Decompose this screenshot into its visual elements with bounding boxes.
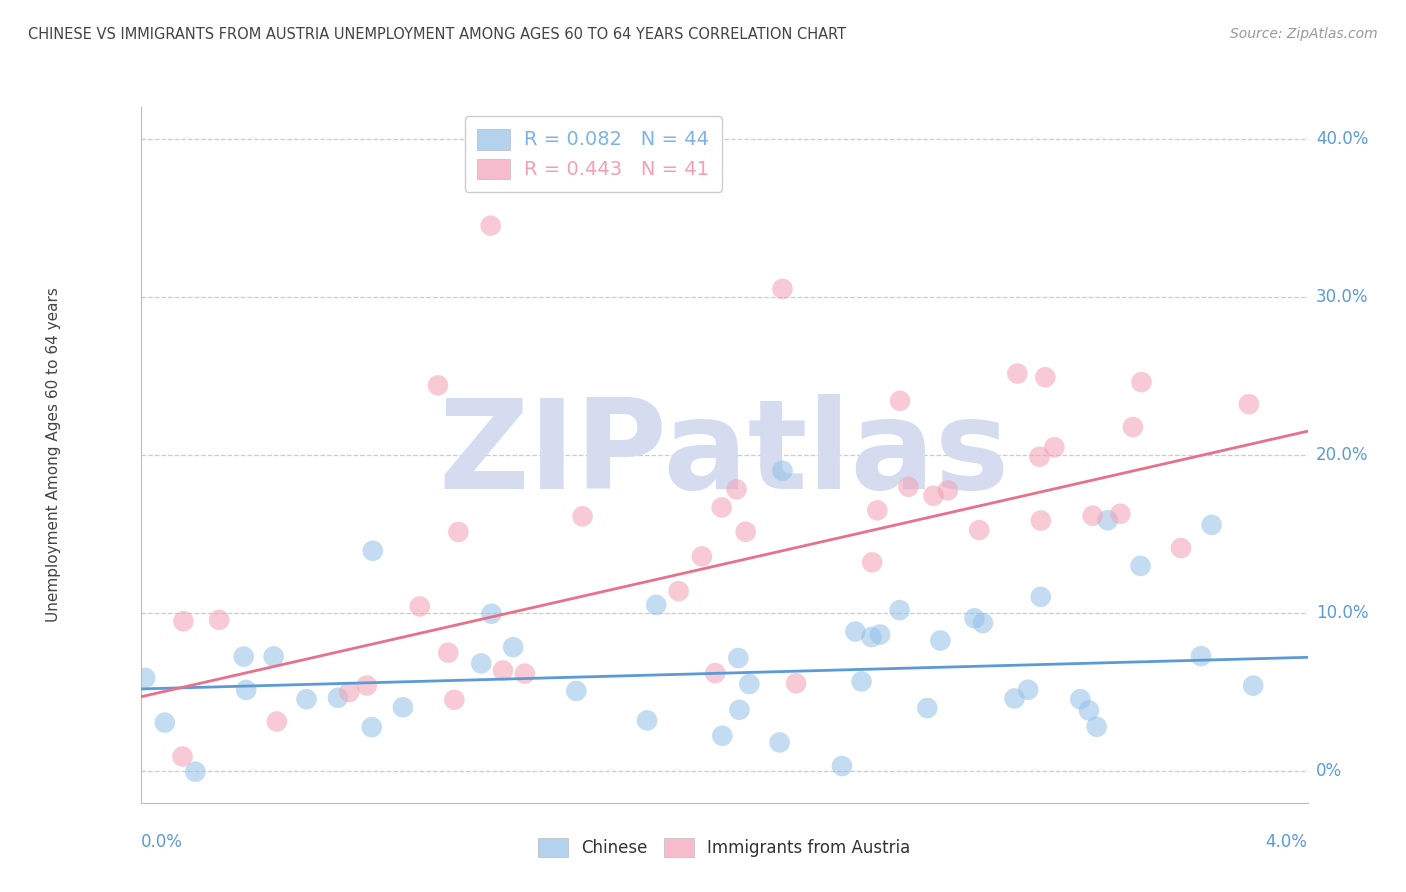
Point bbox=[922, 489, 945, 503]
Point bbox=[208, 613, 231, 627]
Text: Unemployment Among Ages 60 to 64 years: Unemployment Among Ages 60 to 64 years bbox=[45, 287, 60, 623]
Point bbox=[1170, 541, 1192, 555]
Point bbox=[513, 666, 536, 681]
Point bbox=[1085, 720, 1108, 734]
Point bbox=[831, 759, 853, 773]
Point bbox=[1007, 367, 1029, 381]
Point bbox=[1004, 691, 1026, 706]
Point bbox=[1189, 649, 1212, 664]
Point bbox=[963, 611, 986, 625]
Text: Source: ZipAtlas.com: Source: ZipAtlas.com bbox=[1230, 27, 1378, 41]
Point bbox=[1081, 508, 1104, 523]
Point bbox=[860, 630, 883, 644]
Point bbox=[409, 599, 432, 614]
Point bbox=[1028, 450, 1050, 464]
Text: 30.0%: 30.0% bbox=[1316, 288, 1368, 306]
Point bbox=[917, 701, 939, 715]
Point bbox=[1069, 692, 1091, 706]
Point bbox=[1029, 514, 1052, 528]
Point bbox=[361, 543, 384, 558]
Legend: Chinese, Immigrants from Austria: Chinese, Immigrants from Austria bbox=[531, 831, 917, 864]
Point bbox=[1109, 507, 1132, 521]
Point bbox=[645, 598, 668, 612]
Point bbox=[481, 607, 503, 621]
Point bbox=[844, 624, 866, 639]
Point bbox=[728, 703, 751, 717]
Point bbox=[710, 500, 733, 515]
Point bbox=[866, 503, 889, 517]
Point bbox=[889, 393, 911, 408]
Point bbox=[936, 483, 959, 498]
Point bbox=[565, 684, 588, 698]
Point bbox=[668, 584, 690, 599]
Point bbox=[172, 749, 194, 764]
Text: ZIPatlas: ZIPatlas bbox=[439, 394, 1010, 516]
Point bbox=[711, 729, 734, 743]
Point bbox=[972, 615, 994, 630]
Point bbox=[768, 735, 790, 749]
Point bbox=[785, 676, 807, 690]
Point bbox=[704, 666, 727, 681]
Point bbox=[1017, 682, 1039, 697]
Point bbox=[470, 657, 492, 671]
Point bbox=[392, 700, 415, 714]
Point bbox=[727, 651, 749, 665]
Text: 4.0%: 4.0% bbox=[1265, 833, 1308, 851]
Point bbox=[295, 692, 318, 706]
Point bbox=[1122, 420, 1144, 434]
Point bbox=[437, 646, 460, 660]
Point bbox=[232, 649, 254, 664]
Point bbox=[134, 671, 156, 685]
Point bbox=[738, 677, 761, 691]
Point bbox=[571, 509, 593, 524]
Point bbox=[502, 640, 524, 654]
Text: 40.0%: 40.0% bbox=[1316, 129, 1368, 148]
Point bbox=[1097, 513, 1119, 527]
Point bbox=[153, 715, 176, 730]
Point bbox=[1241, 679, 1264, 693]
Text: 0.0%: 0.0% bbox=[141, 833, 183, 851]
Point bbox=[447, 524, 470, 539]
Point bbox=[1130, 375, 1153, 389]
Point bbox=[235, 682, 257, 697]
Point bbox=[172, 614, 194, 628]
Text: 20.0%: 20.0% bbox=[1316, 446, 1368, 464]
Text: CHINESE VS IMMIGRANTS FROM AUSTRIA UNEMPLOYMENT AMONG AGES 60 TO 64 YEARS CORREL: CHINESE VS IMMIGRANTS FROM AUSTRIA UNEMP… bbox=[28, 27, 846, 42]
Point bbox=[734, 524, 756, 539]
Point bbox=[326, 690, 349, 705]
Point bbox=[1077, 703, 1099, 717]
Point bbox=[690, 549, 713, 564]
Point bbox=[1043, 440, 1066, 454]
Point bbox=[897, 480, 920, 494]
Point bbox=[1201, 517, 1223, 532]
Point bbox=[266, 714, 288, 729]
Point bbox=[725, 483, 748, 497]
Point bbox=[967, 523, 990, 537]
Point bbox=[184, 764, 207, 779]
Point bbox=[770, 464, 793, 478]
Point bbox=[1029, 590, 1052, 604]
Point bbox=[492, 664, 515, 678]
Point bbox=[889, 603, 911, 617]
Text: 10.0%: 10.0% bbox=[1316, 604, 1368, 622]
Point bbox=[360, 720, 382, 734]
Point bbox=[860, 555, 883, 569]
Point bbox=[356, 678, 378, 692]
Point bbox=[426, 378, 449, 392]
Point bbox=[770, 282, 793, 296]
Point bbox=[869, 627, 891, 641]
Point bbox=[851, 674, 873, 689]
Point bbox=[929, 633, 952, 648]
Text: 0%: 0% bbox=[1316, 762, 1343, 780]
Point bbox=[1129, 558, 1152, 573]
Point bbox=[479, 219, 502, 233]
Point bbox=[443, 693, 465, 707]
Point bbox=[636, 714, 658, 728]
Point bbox=[263, 649, 285, 664]
Point bbox=[1033, 370, 1056, 384]
Point bbox=[337, 685, 360, 699]
Point bbox=[1237, 397, 1260, 411]
